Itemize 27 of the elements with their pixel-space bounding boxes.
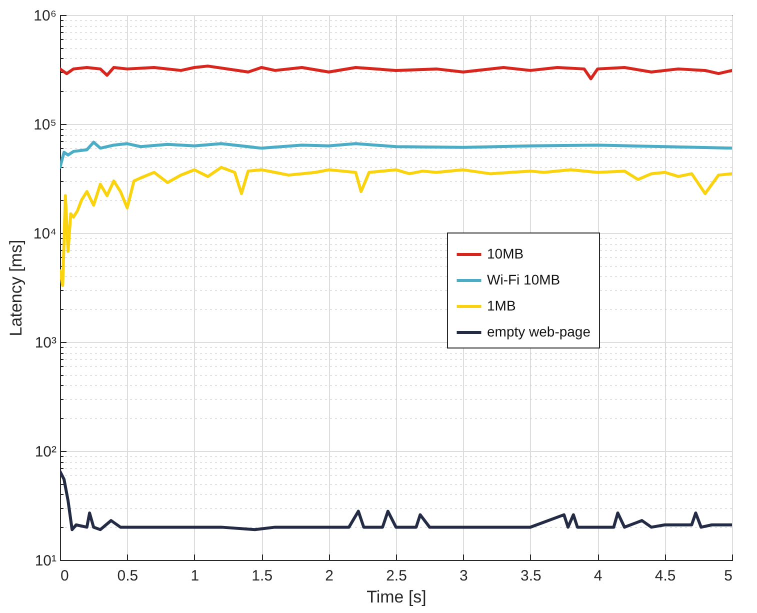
x-tick-label: 0.5 <box>117 568 138 584</box>
legend-label: Wi-Fi 10MB <box>487 272 560 288</box>
y-axis-title: Latency [ms] <box>6 240 26 336</box>
y-tick-label: 10⁵ <box>34 116 56 134</box>
x-tick-label: 0 <box>60 568 69 584</box>
x-tick-label: 2.5 <box>386 568 407 584</box>
y-tick-label: 10⁴ <box>33 226 56 242</box>
y-tick-label: 10² <box>34 444 56 460</box>
line-series <box>60 166 732 287</box>
x-tick-label: 3.5 <box>520 568 542 584</box>
line-series <box>60 64 732 80</box>
y-tick-label: 10⁶ <box>34 8 56 24</box>
y-tick-label: 10³ <box>34 334 56 352</box>
x-axis-title: Time [s] <box>366 588 426 606</box>
line-series <box>60 140 732 169</box>
x-tick-label: 5 <box>724 568 732 584</box>
x-tick-label: 4 <box>594 568 602 584</box>
legend-label: 10MB <box>487 246 524 262</box>
y-tick-label: 10¹ <box>34 552 56 570</box>
x-tick-label: 1.5 <box>252 568 273 584</box>
x-tick-label: 4.5 <box>654 568 676 584</box>
x-tick-label: 2 <box>325 568 334 584</box>
x-tick-label: 3 <box>460 568 468 584</box>
x-tick-label: 1 <box>190 568 200 584</box>
line-series <box>60 470 732 532</box>
legend-label: 1MB <box>487 298 516 314</box>
legend-label: empty web-page <box>487 324 591 340</box>
